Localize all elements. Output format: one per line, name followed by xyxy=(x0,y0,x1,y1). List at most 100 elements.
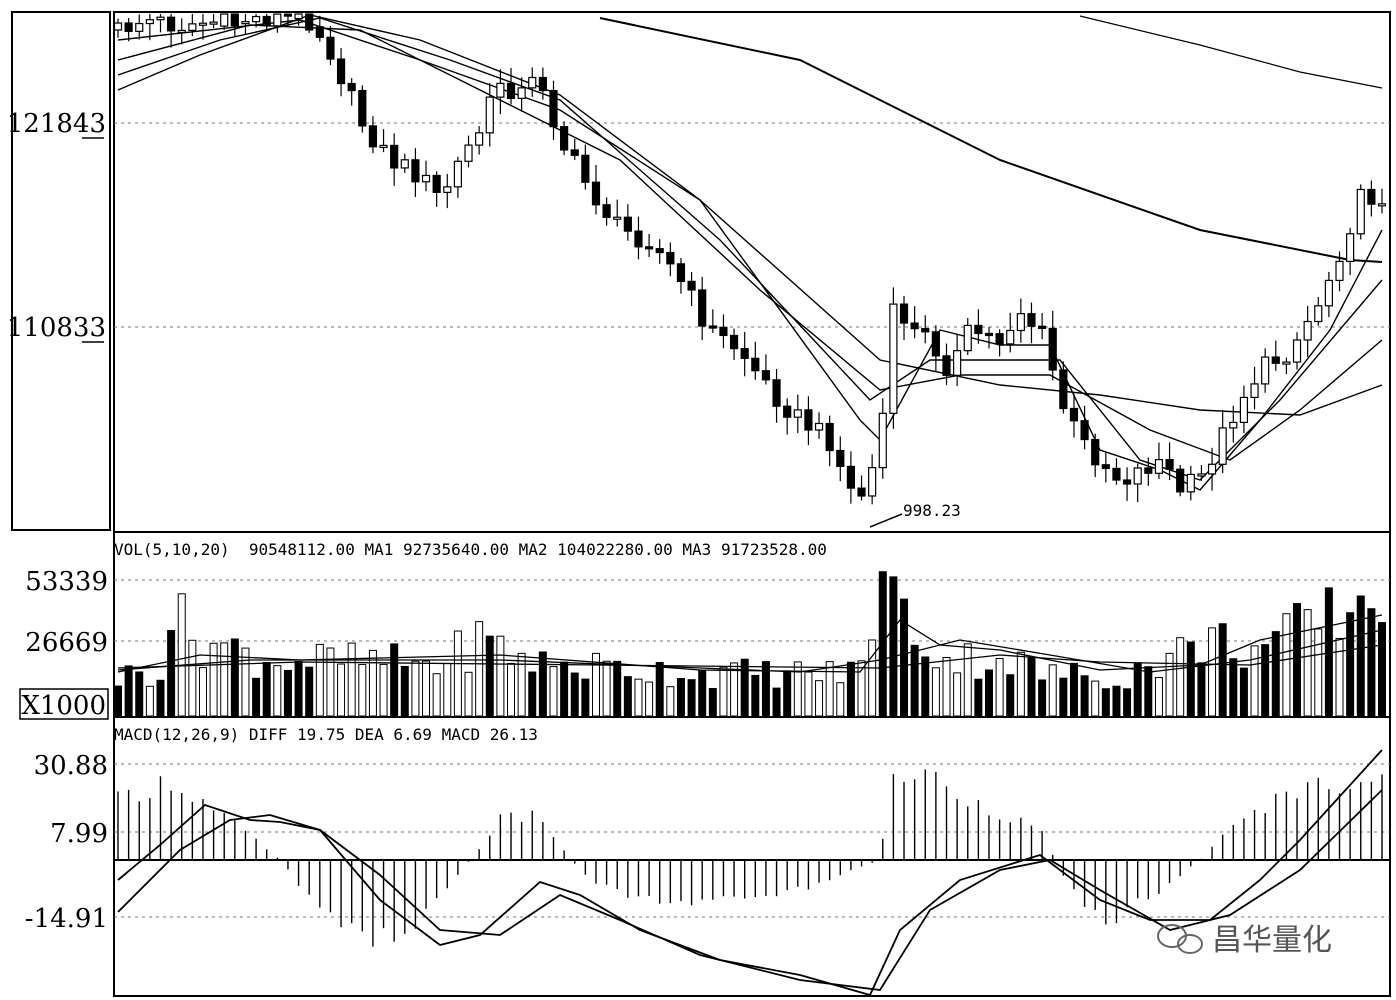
volume-bar xyxy=(984,669,993,717)
volume-bar xyxy=(379,663,388,717)
volume-ma-line xyxy=(117,644,1383,669)
candle-body xyxy=(591,181,601,206)
candle-body xyxy=(1367,188,1376,205)
candle-body xyxy=(464,144,473,162)
candle-body xyxy=(655,248,664,254)
volume-bar xyxy=(591,652,600,717)
candle-body xyxy=(963,324,972,352)
volume-bar xyxy=(825,661,834,717)
volume-bar xyxy=(252,677,261,717)
candle-body xyxy=(1027,313,1036,327)
volume-bar xyxy=(294,660,303,717)
candle-body xyxy=(1165,459,1174,470)
candle-body xyxy=(1271,356,1280,364)
candle-body xyxy=(1038,325,1047,329)
candle-body xyxy=(1229,421,1238,429)
volume-bar xyxy=(772,687,781,717)
price-ma-line xyxy=(117,24,1383,461)
macd-tick-3: -14.91 xyxy=(25,904,108,934)
candle-body xyxy=(995,333,1004,345)
volume-bars xyxy=(114,571,1386,717)
volume-bar xyxy=(698,670,707,717)
price-ma-line xyxy=(117,19,1383,416)
candle-body xyxy=(421,174,431,183)
volume-bar xyxy=(560,661,569,717)
candle-body xyxy=(783,405,792,418)
volume-bar xyxy=(942,656,951,717)
candle-body xyxy=(1006,329,1015,345)
candle-body xyxy=(846,465,856,489)
candle-body xyxy=(135,22,144,32)
volume-bar xyxy=(411,660,420,717)
volume-bar xyxy=(910,644,919,717)
candle-body xyxy=(868,467,877,497)
volume-bar xyxy=(390,643,399,717)
volume-bar xyxy=(114,685,122,717)
candle-body xyxy=(188,23,197,31)
volume-bar xyxy=(262,662,271,717)
volume-bar xyxy=(1006,674,1015,717)
price-ma-line xyxy=(117,14,1383,491)
candle-body xyxy=(411,159,420,183)
candle-body xyxy=(931,331,940,357)
candle-body xyxy=(1059,369,1068,410)
candle-body xyxy=(613,216,622,220)
macd-line xyxy=(117,789,1383,991)
volume-bar xyxy=(230,638,239,717)
candle-body xyxy=(1303,320,1312,341)
volume-bar xyxy=(368,649,377,717)
volume-bar xyxy=(1123,688,1132,717)
candle-body xyxy=(475,132,484,146)
candle-body xyxy=(1112,467,1121,481)
candle-body xyxy=(347,82,356,92)
candle-body xyxy=(358,89,367,127)
volume-bar xyxy=(666,686,675,717)
volume-bar xyxy=(496,635,505,717)
vol-tick-1: 53339 xyxy=(25,567,108,597)
candle-body xyxy=(549,89,558,128)
volume-bar xyxy=(315,643,324,717)
candle-body xyxy=(910,322,919,330)
candle-body xyxy=(241,21,250,25)
volume-bar xyxy=(209,642,218,717)
candle-body xyxy=(857,487,866,497)
volume-bar xyxy=(1144,666,1153,717)
candle-body xyxy=(836,449,845,468)
volume-bar xyxy=(1218,623,1227,717)
volume-moving-averages xyxy=(117,614,1383,673)
volume-bar xyxy=(1016,651,1025,717)
candle-body xyxy=(921,328,930,333)
volume-bar xyxy=(528,671,537,717)
volume-bar xyxy=(761,661,770,717)
candle-body xyxy=(167,16,176,32)
candle-body xyxy=(570,149,579,156)
volume-bar xyxy=(1367,608,1376,717)
volume-bar xyxy=(645,681,654,717)
candle-body xyxy=(687,280,696,291)
candle-body xyxy=(145,19,154,25)
candle-body xyxy=(1186,473,1195,493)
volume-bar xyxy=(1261,644,1270,717)
candle-body xyxy=(953,350,962,376)
candle-body xyxy=(209,21,218,25)
volume-bar xyxy=(1101,688,1110,717)
price-ma-line xyxy=(117,17,1383,481)
volume-bar xyxy=(1250,645,1259,717)
volume-bar xyxy=(305,666,314,717)
candle-body xyxy=(538,76,547,92)
candle-body xyxy=(825,422,834,452)
volume-bar xyxy=(815,680,824,717)
candle-body xyxy=(793,409,802,418)
low-annotation-leader xyxy=(869,513,903,528)
candle-body xyxy=(560,126,569,151)
candle-body xyxy=(1122,479,1132,485)
candle-body xyxy=(273,13,282,27)
candle-body xyxy=(506,82,516,99)
candle-body xyxy=(1314,305,1323,323)
volume-bar xyxy=(868,639,877,717)
macd-tick-1: 30.88 xyxy=(34,751,108,781)
volume-bar xyxy=(1197,662,1206,717)
candle-body xyxy=(602,204,611,218)
candle-body xyxy=(379,144,388,149)
candle-body xyxy=(156,16,165,21)
